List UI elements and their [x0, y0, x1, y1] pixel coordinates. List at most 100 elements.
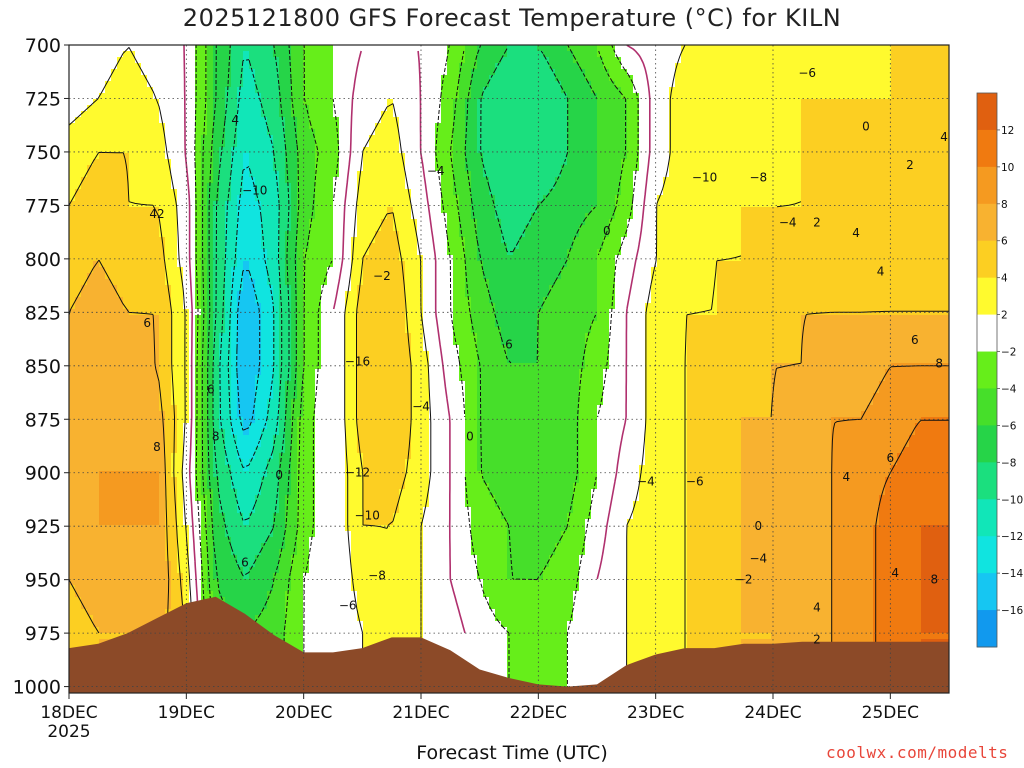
field-cell [777, 177, 784, 184]
field-cell [477, 231, 484, 238]
field-cell [267, 123, 274, 130]
field-cell [381, 201, 388, 208]
field-cell [165, 75, 172, 82]
field-cell [327, 195, 334, 202]
field-cell [945, 165, 949, 172]
field-cell [579, 81, 586, 88]
field-cell [69, 81, 76, 88]
field-cell [567, 75, 574, 82]
field-cell [849, 117, 856, 124]
field-cell [69, 195, 76, 202]
field-cell [201, 87, 208, 94]
field-cell [867, 81, 874, 88]
field-cell [279, 111, 286, 118]
field-cell [789, 237, 796, 244]
field-cell [495, 189, 502, 196]
field-cell [597, 141, 604, 148]
field-cell [747, 219, 754, 226]
field-cell [747, 171, 754, 178]
field-cell [513, 153, 520, 160]
field-cell [435, 51, 442, 58]
field-cell [615, 225, 622, 232]
field-cell [825, 243, 832, 250]
field-cell [717, 243, 724, 250]
field-cell [261, 87, 268, 94]
field-cell [207, 195, 214, 202]
field-cell [573, 213, 580, 220]
field-cell [561, 201, 568, 208]
field-cell [465, 69, 472, 76]
field-cell [303, 207, 310, 214]
field-cell [81, 111, 88, 118]
field-cell [543, 75, 550, 82]
field-cell [561, 195, 568, 202]
field-cell [843, 105, 850, 112]
field-cell [825, 171, 832, 178]
field-cell [81, 129, 88, 136]
field-cell [783, 195, 790, 202]
field-cell [249, 129, 256, 136]
field-cell [207, 237, 214, 244]
field-cell [747, 237, 754, 244]
field-cell [777, 129, 784, 136]
field-cell [375, 93, 382, 100]
field-cell [849, 171, 856, 178]
field-cell [441, 225, 448, 232]
field-cell [219, 69, 226, 76]
field-cell [651, 165, 658, 172]
field-cell [621, 153, 628, 160]
field-cell [99, 171, 106, 178]
field-cell [711, 213, 718, 220]
field-cell [651, 213, 658, 220]
field-cell [297, 81, 304, 88]
field-cell [369, 147, 376, 154]
field-cell [807, 237, 814, 244]
field-cell [147, 147, 154, 154]
field-cell [291, 99, 298, 106]
field-cell [273, 153, 280, 160]
field-cell [93, 87, 100, 94]
field-cell [249, 225, 256, 232]
field-cell [123, 195, 130, 202]
field-cell [921, 111, 928, 118]
field-cell [753, 63, 760, 70]
field-cell [855, 123, 862, 130]
field-cell [327, 111, 334, 118]
field-cell [489, 93, 496, 100]
field-cell [657, 165, 664, 172]
field-cell [657, 171, 664, 178]
field-cell [543, 45, 550, 52]
field-cell [921, 237, 928, 244]
field-cell [831, 117, 838, 124]
field-cell [783, 165, 790, 172]
field-cell [843, 207, 850, 214]
field-cell [291, 87, 298, 94]
field-cell [723, 63, 730, 70]
field-cell [99, 129, 106, 136]
field-cell [741, 243, 748, 250]
field-cell [495, 123, 502, 130]
field-cell [723, 51, 730, 58]
field-cell [609, 105, 616, 112]
field-cell [549, 129, 556, 136]
field-cell [897, 183, 904, 190]
field-cell [699, 195, 706, 202]
field-cell [849, 219, 856, 226]
field-cell [861, 87, 868, 94]
field-cell [729, 177, 736, 184]
field-cell [771, 165, 778, 172]
field-cell [327, 117, 334, 124]
field-cell [423, 195, 430, 202]
field-cell [915, 99, 922, 106]
field-cell [837, 219, 844, 226]
field-cell [801, 135, 808, 142]
field-cell [789, 99, 796, 106]
field-cell [771, 123, 778, 130]
field-cell [753, 93, 760, 100]
field-cell [345, 87, 352, 94]
field-cell [189, 231, 196, 238]
field-cell [273, 237, 280, 244]
field-cell [237, 57, 244, 64]
field-cell [267, 81, 274, 88]
field-cell [549, 105, 556, 112]
